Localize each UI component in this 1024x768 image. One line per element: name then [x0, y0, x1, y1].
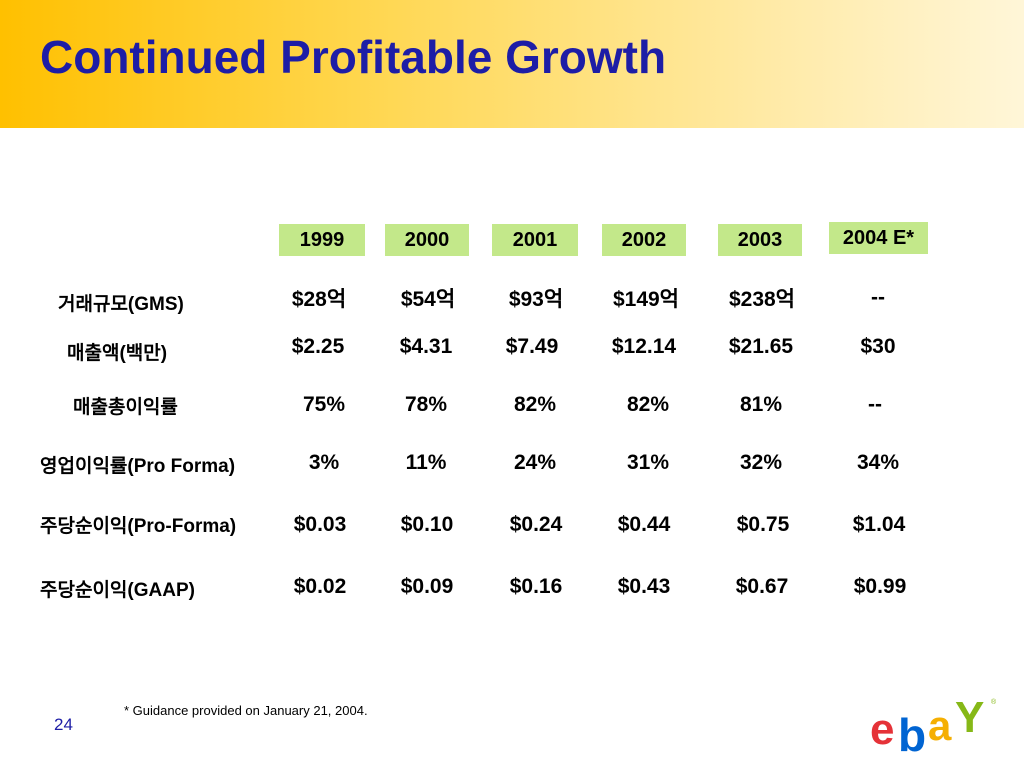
table-cell: $0.43 [617, 575, 671, 598]
table-cell: 81% [739, 393, 783, 416]
year-header-2003: 2003 [718, 224, 802, 256]
table-cell: $0.99 [853, 575, 907, 598]
page-number: 24 [54, 715, 73, 734]
logo-letter-y: Y [955, 694, 984, 742]
table-cell: 24% [513, 451, 557, 474]
table-cell: $93억 [508, 288, 564, 311]
row-label-gross-margin: 매출총이익률 [73, 397, 178, 418]
row-label-eps-pro-forma: 주당순이익(Pro-Forma) [40, 516, 237, 537]
year-header-1999: 1999 [279, 224, 365, 256]
row-label-operating-margin: 영업이익률(Pro Forma) [40, 456, 236, 477]
table-cell: 11% [405, 451, 447, 474]
table-cell: 82% [626, 393, 670, 416]
table-cell: $54억 [400, 288, 456, 311]
table-cell: $0.67 [735, 575, 789, 598]
table-cell: 34% [856, 451, 900, 474]
year-header-2001: 2001 [492, 224, 578, 256]
table-cell: $7.49 [505, 335, 559, 358]
table-cell: $0.16 [509, 575, 563, 598]
row-label-revenue: 매출액(백만) [67, 343, 168, 364]
year-header-2004e: 2004 E* [829, 222, 928, 254]
year-header-2000: 2000 [385, 224, 469, 256]
table-cell: $12.14 [611, 335, 677, 358]
year-header-2002: 2002 [602, 224, 686, 256]
table-cell: -- [868, 393, 882, 416]
ebay-logo: e b a Y ® [870, 694, 997, 756]
table-cell: $1.04 [852, 513, 906, 536]
logo-letter-a: a [928, 702, 952, 749]
table-cell: $0.75 [736, 513, 790, 536]
table-cell: $0.24 [509, 513, 563, 536]
logo-letter-e: e [870, 705, 894, 754]
slide-title: Continued Profitable Growth [40, 31, 667, 83]
table-cell: 75% [302, 393, 346, 416]
footnote: * Guidance provided on January 21, 2004. [124, 703, 368, 718]
table-cell: $149억 [612, 288, 680, 311]
table-cell: $4.31 [399, 335, 453, 358]
logo-letter-b: b [898, 709, 926, 756]
table-cell: 3% [308, 451, 340, 474]
table-cell: $21.65 [728, 335, 794, 358]
logo-registered-mark: ® [991, 698, 997, 706]
row-label-eps-gaap: 주당순이익(GAAP) [40, 580, 195, 601]
table-cell: $0.10 [400, 513, 454, 536]
table-cell: 32% [739, 451, 783, 474]
table-cell: -- [871, 286, 885, 309]
table-cell: $0.09 [400, 575, 454, 598]
table-cell: $0.02 [293, 575, 347, 598]
row-label-gms: 거래규모(GMS) [58, 294, 184, 315]
header-band [0, 0, 1024, 128]
table-cell: $238억 [728, 288, 796, 311]
table-cell: 78% [404, 393, 448, 416]
table-cell: $2.25 [291, 335, 345, 358]
table-cell: $28억 [291, 288, 347, 311]
table-cell: 82% [513, 393, 557, 416]
table-cell: 31% [626, 451, 670, 474]
table-cell: $0.03 [293, 513, 347, 536]
table-cell: $30 [860, 335, 896, 358]
table-cell: $0.44 [617, 513, 671, 536]
